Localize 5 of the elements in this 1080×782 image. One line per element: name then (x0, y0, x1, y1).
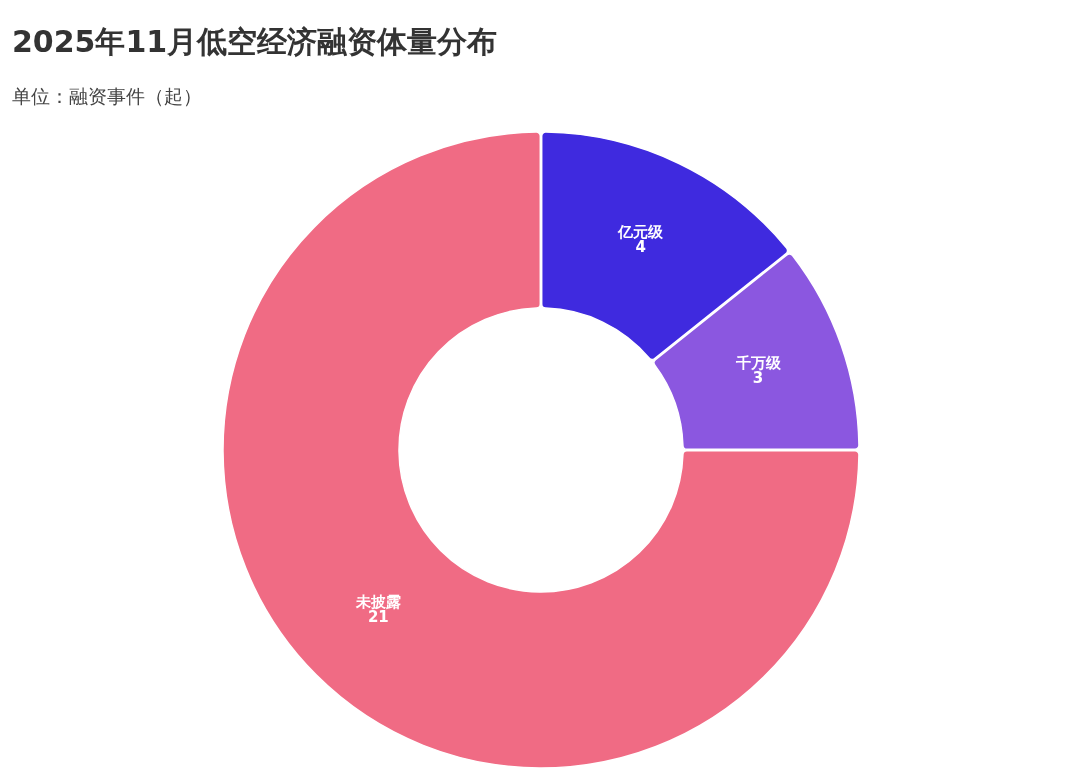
chart-subtitle: 单位：融资事件（起） (12, 85, 202, 107)
donut-slice (222, 131, 860, 769)
chart-title: 2025年11月低空经济融资体量分布 (12, 24, 498, 59)
slice-label: 亿元级 (617, 222, 665, 241)
slice-label: 未披露 (354, 592, 401, 611)
